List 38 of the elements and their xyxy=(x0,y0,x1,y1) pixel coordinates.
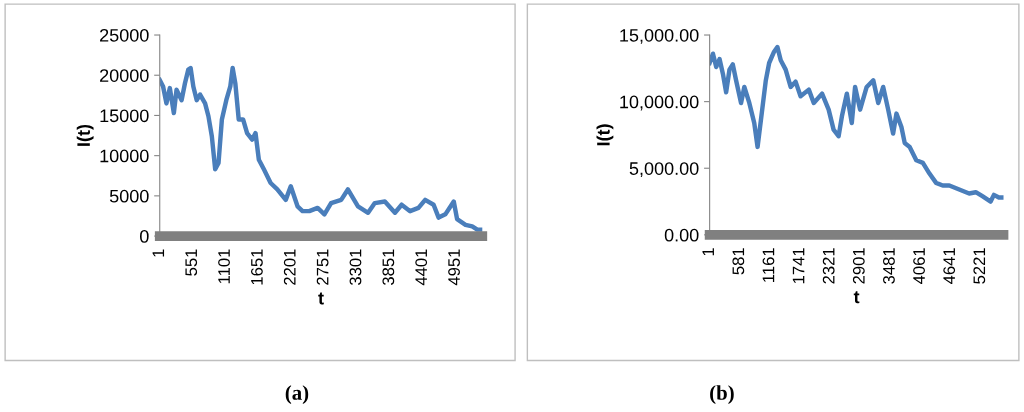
x-tick-label: 2901 xyxy=(852,248,865,284)
x-tick-label: 581 xyxy=(732,248,745,275)
x-tick-label: 2751 xyxy=(316,249,329,285)
y-tick-label: 5,000.00 xyxy=(629,162,699,178)
y-tick-label: 0.00 xyxy=(664,228,699,242)
x-tick-label: 1101 xyxy=(218,249,230,284)
line-series xyxy=(709,44,1004,204)
x-tick-label: 2321 xyxy=(822,248,835,284)
y-tick-label: 15000 xyxy=(100,109,149,123)
y-tick-label: 15,000.00 xyxy=(620,28,699,44)
text: (a) xyxy=(285,385,309,405)
y-tick-label: 5000 xyxy=(109,189,149,203)
x-tick-label: 4061 xyxy=(913,248,925,285)
y-tick-label: 10,000.00 xyxy=(620,95,699,111)
x-tick-label: 4951 xyxy=(448,249,460,286)
x-tick-label: 1651 xyxy=(250,249,263,285)
y-axis-title: I(t) xyxy=(596,124,614,146)
y-tick-label: 10000 xyxy=(100,149,149,163)
x-tick-label: 4641 xyxy=(943,248,956,285)
x-tick-label: 3481 xyxy=(883,248,895,284)
x-axis-title: t xyxy=(853,291,860,304)
text: (b) xyxy=(710,385,734,405)
x-tick-label: 1 xyxy=(152,249,165,257)
y-tick-label: 25000 xyxy=(100,28,149,42)
x-tick-label: 5221 xyxy=(973,248,986,284)
x-tick-label: 1741 xyxy=(792,248,805,284)
y-axis-title: I(t) xyxy=(76,124,94,146)
y-tick-label: 0 xyxy=(139,230,149,243)
line-series xyxy=(159,65,483,232)
x-tick-label: 2201 xyxy=(283,249,296,285)
x-tick-label: 3301 xyxy=(349,249,362,286)
y-tick-label: 20000 xyxy=(100,69,149,82)
x-tick-label: 1 xyxy=(702,248,714,256)
x-tick-label: 1161 xyxy=(762,248,775,282)
x-tick-label: 3851 xyxy=(382,249,395,286)
x-axis-title: t xyxy=(318,292,324,305)
x-tick-label: 551 xyxy=(185,249,198,276)
x-tick-label: 4401 xyxy=(415,249,428,286)
